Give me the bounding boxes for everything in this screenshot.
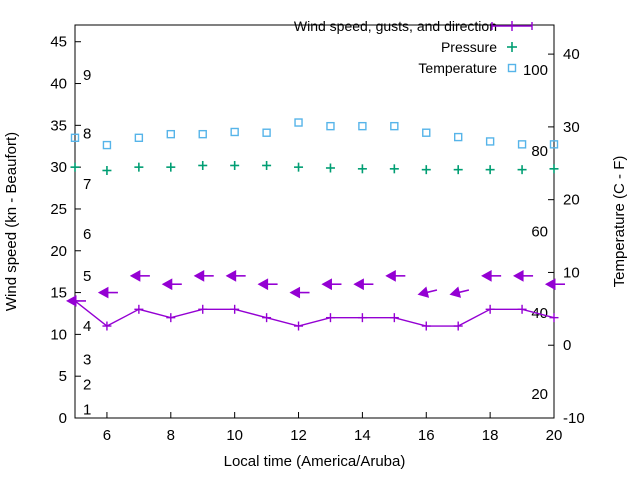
wind-direction-arrow — [193, 270, 214, 282]
beaufort-label: 1 — [83, 402, 91, 419]
wind-direction-arrow — [129, 270, 150, 282]
y-tick-label: 10 — [50, 326, 67, 343]
temperature-point — [422, 128, 431, 137]
x-tick-label: 16 — [418, 427, 435, 444]
wind-direction-arrow — [225, 270, 246, 282]
series-wind-gust-arrows — [65, 270, 565, 307]
beaufort-label: 9 — [83, 67, 91, 84]
temperature-point — [262, 128, 271, 137]
temperature-point — [454, 132, 463, 142]
y-tick-label: 30 — [50, 159, 67, 176]
plot-border — [74, 24, 555, 419]
temperature-point — [485, 137, 495, 146]
axis-titles: Local time (America/Aruba) Wind speed (kn… — [3, 132, 628, 470]
beaufort-label: 2 — [83, 377, 91, 394]
temperature-point — [70, 133, 80, 143]
y-tick-label: 40 — [50, 76, 67, 93]
wind-direction-arrow — [544, 278, 565, 291]
y-axis-title: Wind speed (kn - Beaufort) — [3, 132, 20, 311]
x-tick-label: 12 — [290, 427, 307, 444]
x-tick-label: 14 — [354, 427, 371, 444]
y-tick-label: 35 — [50, 117, 67, 134]
wind-direction-arrow — [321, 278, 342, 291]
y-tick-label: 45 — [50, 34, 67, 51]
y2-tick-label: 0 — [563, 337, 571, 354]
y-tick-label: 25 — [50, 201, 67, 218]
fahrenheit-label: 80 — [531, 143, 548, 160]
beaufort-label: 6 — [83, 226, 91, 243]
y2-axis-ticks: -10 0 10 20 30 40 — [548, 46, 585, 427]
beaufort-label: 7 — [83, 176, 91, 193]
wind-direction-arrow — [417, 286, 438, 298]
y2-tick-label: 40 — [563, 46, 580, 63]
wind-direction-arrow — [97, 286, 118, 299]
temperature-point — [358, 121, 367, 131]
wind-direction-arrow — [161, 278, 182, 291]
y2-tick-label: 30 — [563, 119, 580, 136]
x-tick-label: 20 — [546, 427, 563, 444]
temperature-point — [230, 127, 239, 137]
beaufort-scale-labels: 1 2 3 4 5 6 7 8 9 — [83, 67, 91, 418]
wind-direction-arrow — [257, 278, 278, 291]
y2-tick-label: 10 — [563, 264, 580, 281]
series-wind-speed — [70, 296, 559, 331]
wind-direction-arrow — [353, 278, 374, 291]
y-tick-label: 5 — [59, 368, 67, 385]
legend-label: Pressure — [441, 39, 497, 55]
y-tick-label: 0 — [59, 410, 67, 427]
temperature-point — [549, 140, 559, 149]
legend-marker-square — [507, 63, 517, 73]
temperature-point — [198, 129, 207, 139]
fahrenheit-label: 60 — [531, 224, 548, 241]
wind-direction-arrow — [481, 270, 502, 282]
x-tick-label: 10 — [226, 427, 243, 444]
beaufort-label: 4 — [83, 318, 91, 335]
y2-tick-label: 20 — [563, 192, 580, 209]
wind-direction-arrow — [449, 286, 470, 298]
temperature-point — [517, 140, 527, 149]
series-temperature — [70, 118, 559, 150]
fahrenheit-label: 20 — [531, 386, 548, 403]
y2-tick-label: -10 — [563, 410, 585, 427]
chart-legend: Wind speed, gusts, and direction Pressure… — [294, 18, 533, 76]
x-axis-title: Local time (America/Aruba) — [224, 453, 406, 470]
wind-direction-arrow — [385, 270, 406, 282]
temperature-point — [390, 121, 399, 131]
temperature-point — [134, 133, 144, 143]
y-axis-ticks: 0 5 10 15 20 25 30 35 40 45 — [50, 34, 81, 427]
temperature-point — [166, 129, 176, 139]
wind-direction-arrow — [513, 270, 534, 282]
temperature-point — [102, 140, 112, 150]
wind-speed-line — [74, 300, 555, 327]
x-tick-label: 6 — [103, 427, 111, 444]
x-tick-label: 18 — [482, 427, 499, 444]
fahrenheit-label: 100 — [523, 62, 548, 79]
plot-frame — [74, 24, 555, 419]
x-axis-ticks: 6 8 10 12 14 16 18 20 — [103, 412, 563, 444]
y-tick-label: 15 — [50, 285, 67, 302]
legend-label: Temperature — [418, 60, 497, 76]
y-tick-label: 20 — [50, 243, 67, 260]
legend-label: Wind speed, gusts, and direction — [294, 18, 497, 34]
y2-axis-title: Temperature (C - F) — [611, 156, 628, 288]
beaufort-label: 3 — [83, 351, 91, 368]
x-tick-label: 8 — [167, 427, 175, 444]
beaufort-label: 5 — [83, 268, 91, 285]
temperature-point — [326, 121, 335, 131]
beaufort-label: 8 — [83, 126, 91, 143]
wind-direction-arrow — [289, 286, 310, 299]
series-pressure — [70, 160, 559, 175]
temperature-point — [294, 118, 303, 127]
